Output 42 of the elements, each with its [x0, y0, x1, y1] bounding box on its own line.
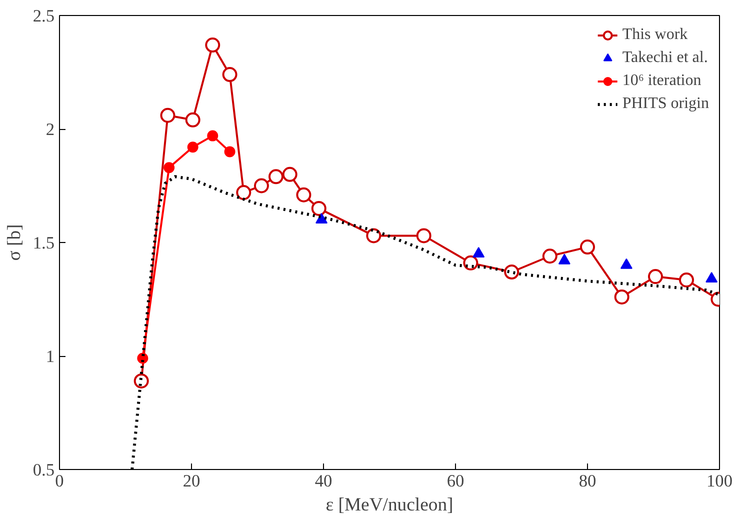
- x-tick-label: 20: [182, 472, 200, 490]
- point: [205, 38, 220, 52]
- x-axis-title: ε [MeV/nucleon]: [326, 494, 454, 516]
- x-tick-label: 0: [55, 472, 64, 490]
- point: [187, 142, 198, 153]
- x-tick-label: 60: [446, 472, 464, 490]
- point: [648, 269, 663, 284]
- point: [134, 373, 149, 388]
- point: [580, 240, 595, 255]
- point: [679, 272, 694, 288]
- y-axis-title: σ [b]: [4, 224, 25, 261]
- point: [282, 166, 298, 182]
- point: [614, 289, 630, 304]
- x-tick-label: 100: [706, 472, 733, 490]
- point: [236, 185, 252, 200]
- point: [472, 247, 485, 258]
- point: [542, 248, 558, 264]
- point: [222, 67, 238, 82]
- y-tick-label: 0.5: [32, 460, 55, 480]
- legend-label: 10⁶ iteration: [622, 72, 702, 90]
- point: [160, 108, 176, 123]
- point: [254, 178, 269, 194]
- point: [224, 146, 236, 158]
- point: [416, 228, 432, 244]
- legend-label: Takechi et al.: [622, 49, 708, 67]
- point: [268, 169, 284, 184]
- y-tick-label: 2.5: [32, 6, 55, 26]
- x-tick-label: 80: [578, 472, 596, 490]
- y-tick-label: 2: [46, 120, 55, 139]
- y-tick-label: 1: [46, 347, 55, 366]
- point: [207, 130, 218, 142]
- point: [311, 200, 326, 216]
- point: [164, 162, 175, 174]
- point: [366, 228, 382, 244]
- x-tick-label: 40: [314, 472, 332, 490]
- y-tick-label: 1.5: [32, 234, 55, 252]
- legend-label: PHITS origin: [622, 95, 709, 113]
- point: [185, 112, 200, 128]
- point: [504, 264, 520, 280]
- point: [463, 255, 478, 270]
- legend-label: This work: [622, 26, 688, 44]
- point: [296, 187, 312, 202]
